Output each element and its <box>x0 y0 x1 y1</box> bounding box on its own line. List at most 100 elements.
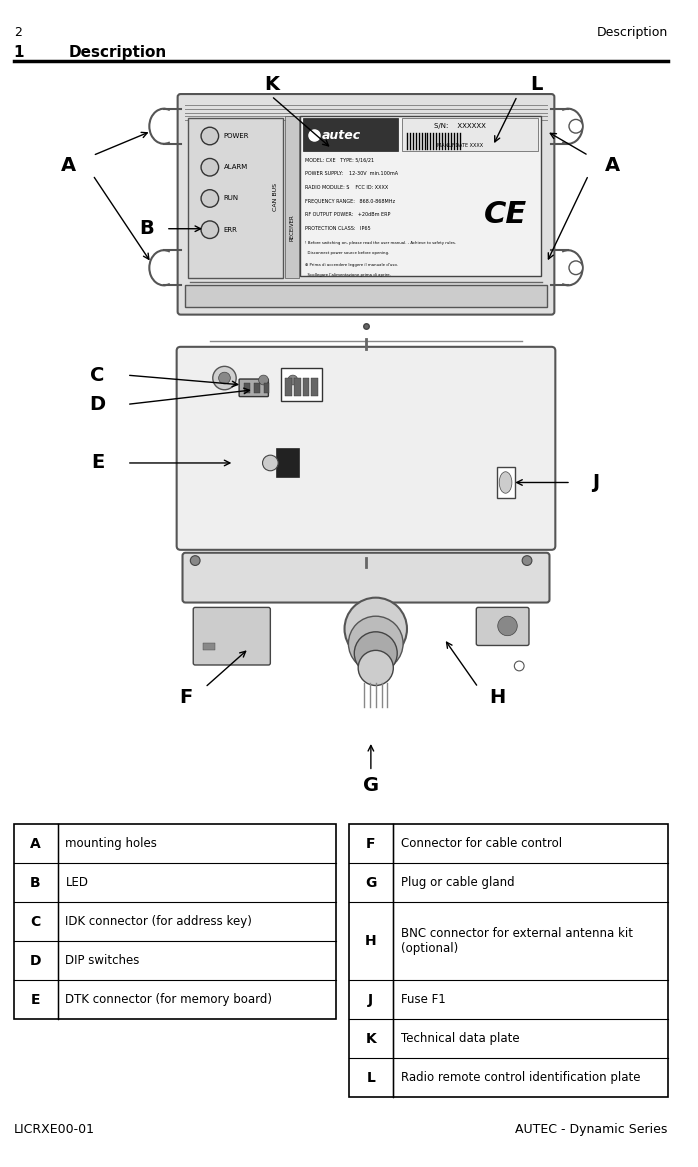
Circle shape <box>201 190 218 208</box>
Bar <box>186 286 547 307</box>
Circle shape <box>358 650 393 685</box>
Circle shape <box>213 366 236 390</box>
Bar <box>402 118 537 151</box>
Circle shape <box>522 555 532 566</box>
Text: PROTECTION CLASS:   IP65: PROTECTION CLASS: IP65 <box>306 225 371 231</box>
Text: BNC connector for external antenna kit
(optional): BNC connector for external antenna kit (… <box>401 928 633 956</box>
Text: K: K <box>366 1032 376 1046</box>
Text: AUTEC - Dynamic Series: AUTEC - Dynamic Series <box>515 1124 667 1137</box>
FancyBboxPatch shape <box>299 116 541 275</box>
Text: Description: Description <box>68 46 167 61</box>
Text: D: D <box>29 953 41 967</box>
Text: D: D <box>89 394 105 414</box>
Bar <box>311 378 318 396</box>
Text: H: H <box>489 687 506 707</box>
Circle shape <box>514 661 524 671</box>
Bar <box>254 383 260 393</box>
Text: MODEL: CXE   TYPE: 5/16/21: MODEL: CXE TYPE: 5/16/21 <box>306 158 375 162</box>
Text: A: A <box>30 837 40 851</box>
Bar <box>285 378 292 396</box>
Circle shape <box>348 616 403 671</box>
Text: K: K <box>264 75 279 93</box>
Text: 2: 2 <box>14 26 22 39</box>
Text: Radio remote control identification plate: Radio remote control identification plat… <box>401 1071 641 1084</box>
Text: S/N:    XXXXXX: S/N: XXXXXX <box>433 124 486 130</box>
Text: mounting holes: mounting holes <box>66 837 157 850</box>
Text: ! Before switching on, please read the user manual. - Achieve to safety rules.: ! Before switching on, please read the u… <box>306 242 456 245</box>
Text: 1: 1 <box>14 46 24 61</box>
Text: ALARM: ALARM <box>223 165 248 170</box>
Circle shape <box>259 375 269 385</box>
Text: B: B <box>139 219 154 238</box>
Bar <box>302 118 398 151</box>
Circle shape <box>345 598 407 661</box>
Text: FREQUENCY RANGE:   868.0-868MHz: FREQUENCY RANGE: 868.0-868MHz <box>306 198 396 203</box>
Text: autec: autec <box>322 128 361 141</box>
FancyBboxPatch shape <box>497 467 515 498</box>
Text: RECEIVER: RECEIVER <box>289 215 295 242</box>
Bar <box>244 383 250 393</box>
Text: Scollegare l'alimentazione prima di aprire.: Scollegare l'alimentazione prima di apri… <box>306 273 392 277</box>
Bar <box>281 369 322 401</box>
Text: POWER SUPPLY:    12-30V  min.100mA: POWER SUPPLY: 12-30V min.100mA <box>306 172 399 176</box>
FancyBboxPatch shape <box>277 449 299 476</box>
Text: C: C <box>91 365 105 385</box>
Text: RADIO MODULE: S    FCC ID: XXXX: RADIO MODULE: S FCC ID: XXXX <box>306 184 389 190</box>
Text: F: F <box>366 837 376 851</box>
Circle shape <box>201 221 218 238</box>
Text: DIP switches: DIP switches <box>66 955 140 967</box>
Text: ⊕ Prima di accendere leggere il manuale d'uso.: ⊕ Prima di accendere leggere il manuale … <box>306 263 399 267</box>
Bar <box>285 117 299 278</box>
Text: MANUF.DATE XXXX: MANUF.DATE XXXX <box>437 144 483 148</box>
Text: POWER: POWER <box>223 133 249 139</box>
Bar <box>302 378 309 396</box>
FancyBboxPatch shape <box>177 347 556 550</box>
Text: DTK connector (for memory board): DTK connector (for memory board) <box>66 993 272 1006</box>
Circle shape <box>201 159 218 176</box>
Circle shape <box>498 616 517 636</box>
Text: Disconnect power source before opening.: Disconnect power source before opening. <box>306 251 389 256</box>
Bar <box>14 824 336 1019</box>
FancyBboxPatch shape <box>177 95 554 315</box>
Text: A: A <box>61 155 76 175</box>
Text: A: A <box>605 155 621 175</box>
Text: Plug or cable gland: Plug or cable gland <box>401 876 514 889</box>
Text: E: E <box>91 454 104 473</box>
Text: F: F <box>179 687 192 707</box>
Text: Description: Description <box>596 26 667 39</box>
Text: CE: CE <box>484 200 527 229</box>
Text: C: C <box>30 915 40 929</box>
Text: L: L <box>366 1071 376 1085</box>
Text: IDK connector (for address key): IDK connector (for address key) <box>66 915 252 928</box>
Bar <box>188 118 283 278</box>
Text: CAN BUS: CAN BUS <box>273 183 278 211</box>
Ellipse shape <box>499 471 512 494</box>
FancyBboxPatch shape <box>193 607 270 665</box>
FancyBboxPatch shape <box>476 607 529 645</box>
Text: Fuse F1: Fuse F1 <box>401 993 446 1006</box>
Text: Technical data plate: Technical data plate <box>401 1033 520 1046</box>
FancyBboxPatch shape <box>182 553 549 602</box>
Text: RF OUTPUT POWER:   +20dBm ERP: RF OUTPUT POWER: +20dBm ERP <box>306 212 391 217</box>
Bar <box>264 383 269 393</box>
FancyBboxPatch shape <box>239 379 269 397</box>
Text: Connector for cable control: Connector for cable control <box>401 837 563 850</box>
Bar <box>294 378 301 396</box>
Text: G: G <box>363 776 379 795</box>
Text: RUN: RUN <box>223 196 239 202</box>
Text: B: B <box>30 875 40 889</box>
Text: E: E <box>31 993 40 1007</box>
Bar <box>350 824 667 1097</box>
Text: L: L <box>530 75 543 93</box>
Text: J: J <box>592 473 599 492</box>
Text: J: J <box>369 993 373 1007</box>
Circle shape <box>218 372 230 384</box>
Circle shape <box>569 119 583 133</box>
Text: LICRXE00-01: LICRXE00-01 <box>14 1124 95 1137</box>
Circle shape <box>288 375 297 385</box>
Circle shape <box>191 555 200 566</box>
Bar <box>203 643 215 650</box>
Text: H: H <box>365 935 377 949</box>
Circle shape <box>355 631 397 675</box>
Text: G: G <box>365 875 376 889</box>
